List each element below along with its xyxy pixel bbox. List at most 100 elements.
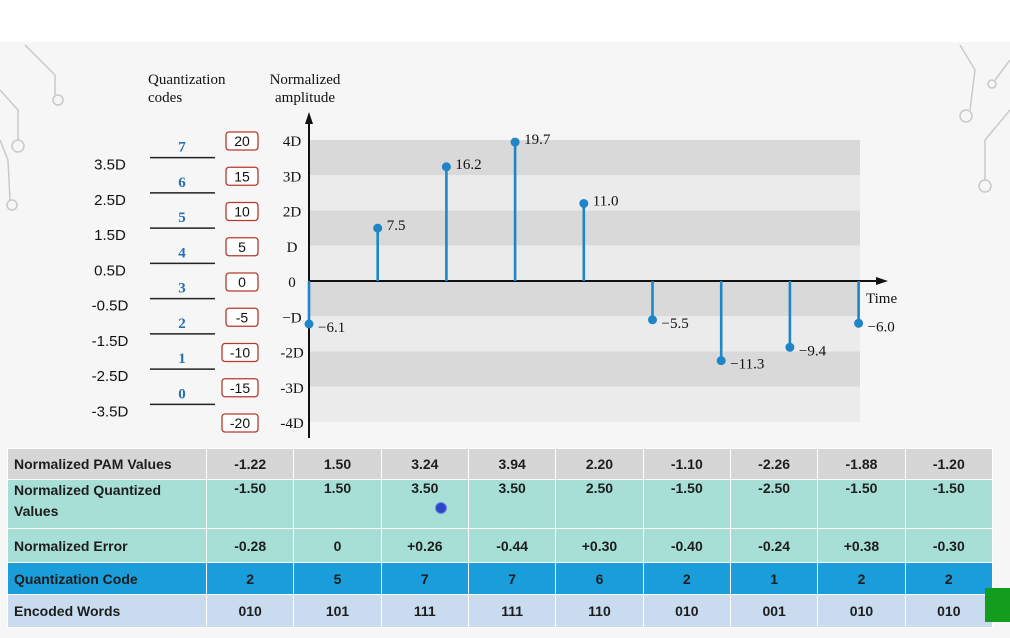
quantization-level-label: 2.5D — [94, 192, 126, 209]
table-cell: -1.22 — [205, 448, 295, 480]
table-cell: -1.50 — [817, 479, 906, 529]
table-cell: 111 — [380, 594, 469, 628]
stem-value-label: −5.5 — [662, 316, 689, 332]
quantization-code-label: 3 — [178, 281, 186, 297]
quantization-code-label: 2 — [178, 316, 186, 332]
table-cell: 2 — [642, 562, 731, 595]
table-cell: 7 — [380, 562, 469, 595]
row-label: Normalized Error — [7, 528, 207, 563]
top-bar — [0, 0, 1010, 42]
pcm-table: Normalized PAM Values -1.22 1.50 3.24 3.94 2.… — [7, 448, 994, 628]
row-label: Quantization Code — [7, 562, 207, 595]
quantization-codes-header: Quantization codes — [148, 72, 226, 106]
table-cell: -1.50 — [205, 479, 295, 529]
quantization-level-group: 7 3.5D 6 2.5D 5 1.5D 4 0.5D 3 -0.5D 2 -1.5D 1 -2.5D 0 -… — [92, 140, 215, 420]
table-cell: 7 — [467, 562, 557, 595]
table-cell: 1.50 — [293, 448, 382, 480]
table-cell: 1 — [729, 562, 819, 595]
quantization-code-label: 5 — [178, 210, 186, 226]
quantization-level-label: -2.5D — [92, 368, 129, 385]
amplitude-box-label: 5 — [238, 239, 246, 255]
quantized-values-row: Normalized Quantized Values -1.50 1.50 3.50… — [7, 479, 994, 529]
stem-marker — [785, 342, 795, 352]
stem-marker — [510, 137, 520, 147]
table-cell: 2 — [904, 562, 994, 595]
encoded-words-row: Encoded Words 010 101 111 111 110 010 001 010 010 — [7, 594, 994, 628]
amplitude-box-label: -15 — [230, 380, 250, 396]
amplitude-box — [225, 272, 259, 292]
y-tick-group: 20 4D 15 3D 10 2D 5 D 0 0 -5 −D -10 -2D -15 -3D -20 -4D — [221, 131, 304, 433]
table-cell: -0.30 — [904, 528, 994, 563]
stem-value-label: 7.5 — [387, 218, 406, 234]
amplitude-box-label: 0 — [238, 274, 246, 290]
quantization-code-label: 6 — [178, 175, 186, 191]
y-axis-arrow — [305, 112, 313, 124]
table-cell: 101 — [293, 594, 382, 628]
table-cell: 6 — [555, 562, 644, 595]
gray-band — [309, 351, 860, 387]
table-cell: 110 — [555, 594, 644, 628]
stem-value-label: −9.4 — [799, 343, 827, 359]
amplitude-box — [225, 201, 259, 222]
table-cell: 3.24 — [380, 448, 469, 480]
pam-values-row: Normalized PAM Values -1.22 1.50 3.24 3.94 2.… — [7, 448, 994, 480]
stem-marker — [716, 356, 726, 366]
y-tick-label: 2D — [283, 205, 302, 221]
table-cell: 2.50 — [555, 479, 644, 529]
y-tick-label: 0 — [288, 275, 296, 291]
amplitude-box — [225, 307, 259, 327]
gray-band — [309, 140, 860, 176]
table-cell: +0.30 — [555, 528, 644, 563]
row-label: Encoded Words — [7, 594, 207, 628]
table-cell: 3.50 — [380, 479, 469, 529]
amplitude-box — [225, 237, 259, 257]
y-tick-label: -3D — [280, 381, 303, 397]
table-cell: -1.88 — [817, 448, 906, 480]
quantization-code-label: 7 — [178, 140, 186, 156]
stem-marker — [304, 319, 314, 329]
table-cell: -1.50 — [904, 479, 994, 529]
amplitude-box — [225, 166, 259, 186]
stem-group: −6.1 7.5 16.2 19.7 11.0 −5.5 −11.3 −9.4 −6.0 — [304, 132, 895, 373]
gray-band — [309, 386, 860, 422]
amplitude-box-label: 15 — [234, 168, 250, 184]
table-cell: -0.40 — [642, 528, 731, 563]
amplitude-box — [221, 342, 259, 363]
quantization-code-label: 0 — [178, 386, 186, 402]
table-cell: 3.94 — [467, 448, 557, 480]
table-cell: 2 — [205, 562, 295, 595]
table-cell: +0.26 — [380, 528, 469, 563]
error-row: Normalized Error -0.28 0 +0.26 -0.44 +0.30 -0.… — [7, 528, 994, 563]
y-tick-label: -2D — [280, 346, 303, 362]
quantization-code-label: 1 — [178, 351, 186, 367]
stem-marker — [579, 198, 589, 208]
amplitude-box-label: -5 — [236, 309, 249, 325]
gray-band — [309, 316, 860, 352]
quantization-level-label: 0.5D — [94, 262, 126, 279]
table-cell: -0.44 — [467, 528, 557, 563]
stem-value-label: −6.0 — [868, 319, 895, 335]
table-cell: 1.50 — [293, 479, 382, 529]
table-cell: 010 — [642, 594, 731, 628]
table-cell: 010 — [904, 594, 994, 628]
stem-value-label: −11.3 — [730, 357, 764, 373]
gray-band — [309, 281, 860, 317]
amplitude-box-label: 20 — [234, 133, 250, 149]
table-cell: 001 — [729, 594, 819, 628]
table-cell: 0 — [293, 528, 382, 563]
table-cell: -2.26 — [729, 448, 819, 480]
amplitude-box — [221, 378, 259, 398]
status-badge — [985, 588, 1010, 622]
stem-value-label: 16.2 — [455, 157, 481, 173]
quantization-code-row: Quantization Code 2 5 7 7 6 2 1 2 2 — [7, 562, 994, 595]
amplitude-box-label: -10 — [230, 345, 250, 361]
quantization-level-label: 3.5D — [94, 157, 126, 174]
quantization-level-label: -3.5D — [92, 403, 129, 420]
quantization-level-label: 1.5D — [94, 227, 126, 244]
amplitude-box — [221, 413, 259, 433]
y-tick-label: 4D — [283, 134, 302, 150]
amplitude-box-label: 10 — [234, 204, 250, 220]
y-tick-label: -4D — [280, 416, 303, 432]
